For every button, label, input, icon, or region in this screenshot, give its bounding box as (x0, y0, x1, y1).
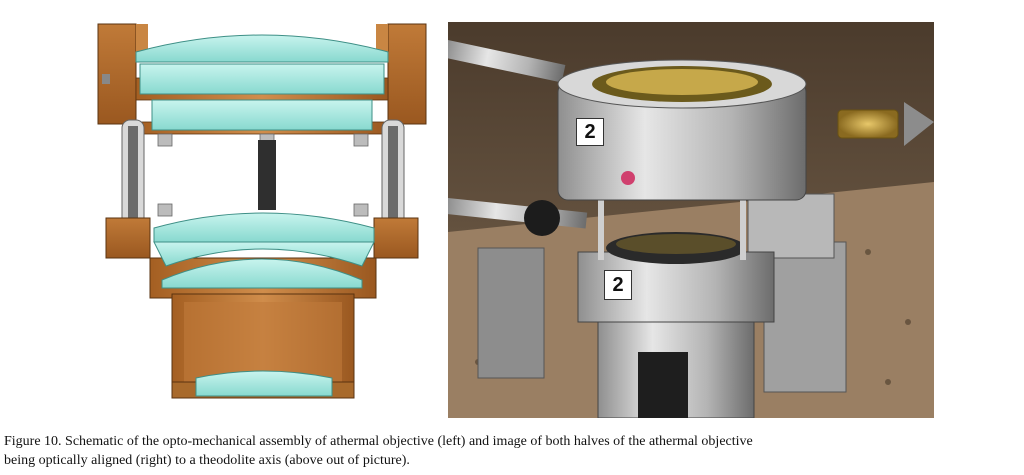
center-post (258, 140, 276, 210)
caption-line-1: Figure 10. Schematic of the opto-mechani… (4, 434, 753, 449)
lower-lens-group (153, 212, 375, 397)
upper-lens-group (135, 34, 389, 131)
figure-caption: Figure 10. Schematic of the opto-mechani… (4, 432, 1020, 470)
label-tag-lower: 2 (604, 270, 632, 300)
schematic-figure (97, 23, 427, 399)
label-tag-upper: 2 (576, 118, 604, 146)
alignment-photo: 2 2 (448, 22, 934, 418)
caption-line-2: being optically aligned (right) to a the… (4, 453, 410, 468)
screws (157, 133, 369, 217)
